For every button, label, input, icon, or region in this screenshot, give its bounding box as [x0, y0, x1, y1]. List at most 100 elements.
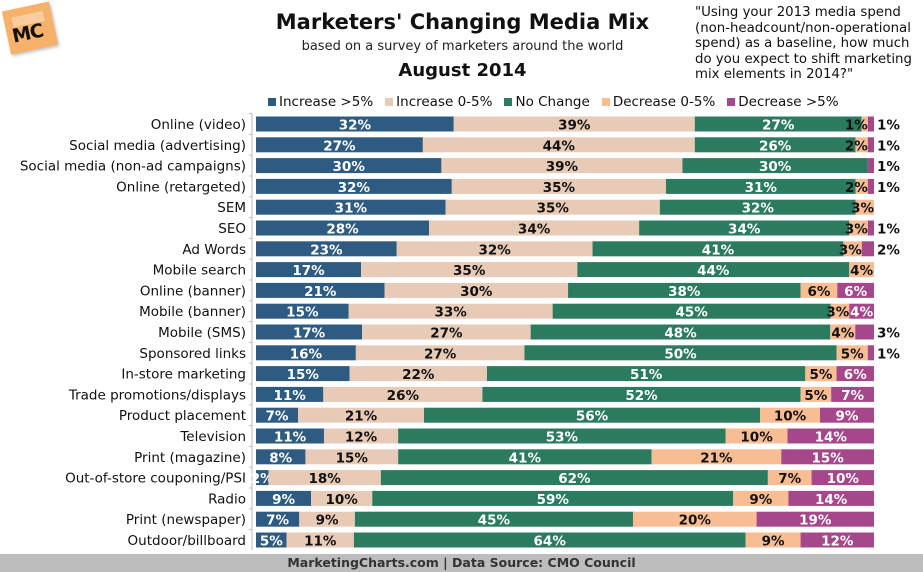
- legend-item: Decrease >5%: [727, 94, 839, 110]
- category-label: Product placement: [119, 408, 246, 424]
- data-label: 32%: [339, 118, 372, 134]
- data-label: 41%: [509, 450, 542, 466]
- bar-segment: [396, 241, 593, 257]
- legend-item: Increase >5%: [268, 94, 373, 110]
- bar-segment: [256, 532, 287, 548]
- bar-segment: [323, 386, 483, 402]
- category-label: Out-of-store couponing/PSI: [65, 471, 246, 487]
- category-label: Print (newspaper): [126, 512, 246, 528]
- data-label: 9%: [762, 534, 785, 550]
- bar-segment: [867, 178, 874, 194]
- chart-date: August 2014: [398, 60, 527, 81]
- legend-swatch: [727, 98, 736, 106]
- data-label: 14%: [815, 430, 848, 446]
- bar-segment: [451, 178, 666, 194]
- bar-segment: [694, 137, 856, 153]
- data-label: 21%: [700, 450, 733, 466]
- bar-segment: [256, 366, 350, 382]
- category-label: Online (banner): [140, 283, 246, 299]
- bar-segment: [286, 532, 354, 548]
- bar-segment: [486, 366, 806, 382]
- bar-segment: [849, 220, 868, 236]
- bar-segment: [256, 511, 300, 527]
- bar-segment: [355, 345, 525, 361]
- bar-segment: [482, 386, 801, 402]
- bar-segment: [380, 470, 768, 486]
- data-label: 21%: [345, 409, 378, 425]
- bar-segment: [632, 511, 757, 527]
- legend-swatch: [268, 98, 276, 106]
- data-label: 21%: [304, 284, 337, 300]
- data-label: 35%: [537, 201, 570, 217]
- bar-segment: [767, 470, 812, 486]
- data-label: 52%: [625, 388, 658, 404]
- bar-segment: [800, 386, 832, 402]
- bar-segment: [256, 407, 298, 423]
- bar-segment: [441, 158, 683, 174]
- data-label: 14%: [815, 492, 848, 508]
- data-label: 2%: [845, 180, 868, 196]
- data-label: 44%: [697, 263, 730, 279]
- data-label: 4%: [850, 263, 873, 279]
- bar-segment: [256, 449, 306, 465]
- bar-segment: [861, 241, 874, 257]
- bar-segment: [836, 345, 868, 361]
- data-label: 7%: [841, 388, 864, 404]
- bar-segment: [843, 241, 862, 257]
- data-label: 1%: [845, 118, 868, 134]
- data-label: 27%: [430, 326, 463, 342]
- data-label: 34%: [518, 222, 551, 238]
- data-label: 26%: [759, 138, 792, 154]
- data-label: 30%: [333, 159, 366, 175]
- bar-segment: [299, 511, 355, 527]
- data-label: 17%: [292, 263, 325, 279]
- data-label: 5%: [260, 534, 283, 550]
- bar-segment: [422, 137, 695, 153]
- data-label: 34%: [728, 222, 761, 238]
- bar-segment: [837, 282, 874, 298]
- bar-segment: [256, 241, 397, 257]
- bar-segment: [256, 324, 363, 340]
- bar-segment: [354, 511, 633, 527]
- bar-segment: [577, 262, 850, 278]
- data-label: 31%: [745, 180, 778, 196]
- data-label: 8%: [269, 450, 292, 466]
- bar-segment: [800, 532, 874, 548]
- bar-segment: [349, 366, 487, 382]
- data-label: 3%: [845, 222, 868, 238]
- data-label: 6%: [844, 367, 867, 383]
- data-label: 19%: [799, 513, 832, 529]
- bar-segment: [745, 532, 801, 548]
- bar-segment: [592, 241, 844, 257]
- bar-segment: [811, 470, 874, 486]
- bar-segment: [256, 158, 442, 174]
- bar-segment: [256, 137, 423, 153]
- category-label: Television: [179, 429, 246, 445]
- category-label: Online (video): [151, 117, 246, 133]
- data-label: 1%: [877, 346, 900, 362]
- bar-segment: [849, 262, 874, 278]
- bar-segment: [788, 490, 874, 506]
- bar-segment: [524, 345, 837, 361]
- data-label: 39%: [558, 118, 591, 134]
- bar-segment: [372, 490, 734, 506]
- data-label: 15%: [336, 450, 369, 466]
- data-label: 50%: [664, 346, 697, 362]
- legend-item: Decrease 0-5%: [601, 94, 715, 110]
- data-label: 10%: [325, 492, 358, 508]
- bar-segment: [855, 137, 868, 153]
- data-label: 2%: [877, 242, 900, 258]
- bar-segment: [855, 199, 874, 215]
- category-label: SEO: [218, 221, 246, 237]
- data-label: 41%: [702, 242, 735, 258]
- bar-segment: [311, 490, 373, 506]
- bar-segment: [429, 220, 640, 236]
- data-label: 44%: [543, 138, 576, 154]
- legend-label: Increase 0-5%: [396, 94, 493, 110]
- bar-segment: [867, 137, 874, 153]
- data-label: 10%: [774, 409, 807, 425]
- data-label: 16%: [290, 346, 323, 362]
- data-label: 2%: [845, 138, 868, 154]
- data-label: 45%: [676, 305, 709, 321]
- legend-swatch: [601, 98, 610, 106]
